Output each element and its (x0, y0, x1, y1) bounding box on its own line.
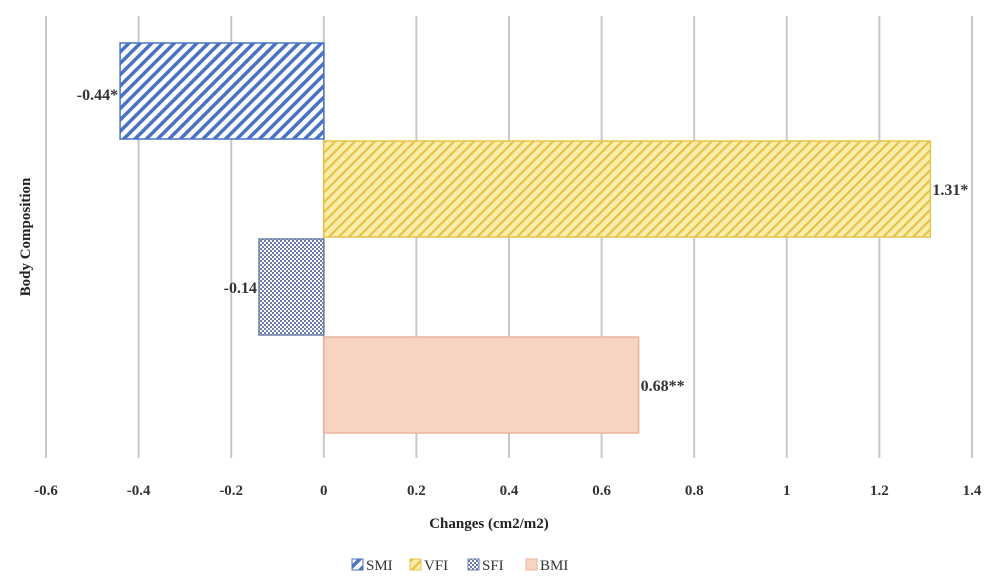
legend: SMI VFI SFI BMI (351, 558, 568, 574)
bar-smi (119, 42, 325, 140)
data-label-sfi: -0.14 (224, 280, 257, 297)
legend-entry-smi: SMI (366, 558, 393, 574)
bar-vfi (323, 140, 932, 238)
x-tick-label: 1.4 (963, 483, 982, 499)
data-label-bmi: 0.68** (641, 378, 685, 395)
legend-swatch-bmi (525, 558, 538, 571)
x-tick-label: 0.6 (592, 483, 611, 499)
x-tick-label: 0.4 (500, 483, 519, 499)
bar-sfi (258, 238, 325, 336)
x-tick-label: 1.2 (870, 483, 889, 499)
data-labels: -0.44* 1.31* -0.14 0.68** (77, 87, 969, 395)
x-tick-label: -0.4 (127, 483, 151, 499)
x-tick-label: 0 (320, 483, 328, 499)
legend-entry-vfi: VFI (424, 558, 448, 574)
x-tick-labels: -0.6 -0.4 -0.2 0 0.2 0.4 0.6 0.8 1 1.2 1.4 (34, 483, 982, 499)
bars (119, 42, 932, 434)
bar-bmi (323, 336, 640, 434)
x-tick-label: 0.8 (685, 483, 704, 499)
x-axis-title: Changes (cm2/m2) (429, 516, 549, 532)
legend-swatch-sfi (467, 558, 480, 571)
legend-swatch-smi (351, 558, 364, 571)
x-tick-label: -0.2 (219, 483, 243, 499)
y-axis-title: Body Composition (18, 177, 34, 296)
data-label-vfi: 1.31* (932, 182, 968, 199)
x-tick-label: -0.6 (34, 483, 58, 499)
legend-swatch-vfi (409, 558, 422, 571)
legend-entry-sfi: SFI (482, 558, 504, 574)
data-label-smi: -0.44* (77, 87, 118, 104)
legend-entry-bmi: BMI (540, 558, 568, 574)
x-tick-label: 1 (783, 483, 791, 499)
x-tick-label: 0.2 (407, 483, 426, 499)
